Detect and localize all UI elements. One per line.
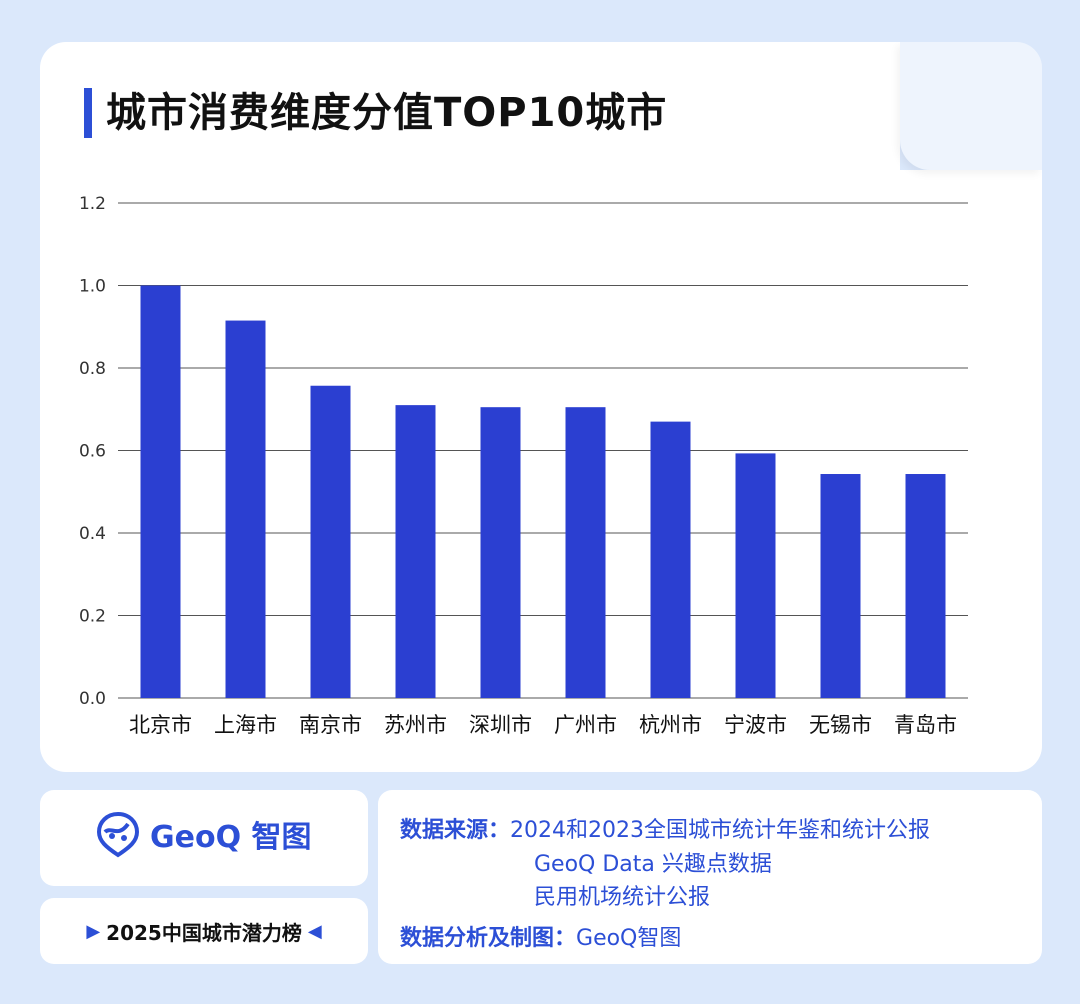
logo: GeoQ 智图 <box>94 810 312 858</box>
source-row: 数据来源：2024和2023全国城市统计年鉴和统计公报 <box>400 812 930 844</box>
bar <box>480 407 521 698</box>
triangle-left-icon: ◀ <box>307 920 322 942</box>
x-tick-label: 深圳市 <box>469 713 532 737</box>
y-tick-label: 0.4 <box>79 524 106 544</box>
chart-title: 城市消费维度分值TOP10城市 <box>106 90 668 136</box>
source-line: 2024和2023全国城市统计年鉴和统计公报 <box>510 818 930 843</box>
page-fold-flap <box>900 42 1042 170</box>
bar <box>395 405 436 698</box>
bar <box>735 453 776 698</box>
x-tick-label: 南京市 <box>299 713 362 737</box>
x-tick-label: 杭州市 <box>639 713 702 737</box>
y-tick-label: 0.8 <box>79 359 106 379</box>
x-tick-label: 北京市 <box>129 713 192 737</box>
y-tick-label: 0.2 <box>79 607 106 627</box>
analysis-row: 数据分析及制图：GeoQ智图 <box>400 920 681 952</box>
logo-text: GeoQ 智图 <box>150 820 312 855</box>
bar <box>905 474 946 698</box>
x-tick-label: 苏州市 <box>384 713 447 737</box>
y-tick-label: 1.0 <box>79 277 106 297</box>
x-tick-label: 广州市 <box>554 713 617 737</box>
ranking-title: 2025中国城市潜力榜 <box>106 920 302 945</box>
source-line: 民用机场统计公报 <box>534 885 711 910</box>
page-fold-corner <box>900 42 1042 170</box>
ranking-panel: ▶ 2025中国城市潜力榜 ◀ <box>40 898 368 964</box>
geoq-logo-icon <box>96 811 140 858</box>
bar <box>820 474 861 698</box>
bar <box>140 285 181 698</box>
title-accent-bar <box>84 88 92 138</box>
y-tick-label: 0.6 <box>79 442 106 462</box>
x-tick-label: 青岛市 <box>894 713 957 737</box>
bar-chart: 0.0 0.2 0.4 0.6 0.8 1.0 1.2 北京市 上海市 南京市 苏州市 深圳市 广州市杭… <box>79 194 968 737</box>
source-panel: 数据来源：2024和2023全国城市统计年鉴和统计公报 GeoQ Data 兴趣… <box>378 790 1042 964</box>
chart-card: 城市消费维度分值TOP10城市 0.0 0.2 0.4 0.6 0.8 1.0 1.2 北京市… <box>40 42 1042 772</box>
bar <box>310 385 351 698</box>
y-tick-label: 0.0 <box>79 689 106 709</box>
bar <box>650 421 691 698</box>
x-tick-label: 上海市 <box>214 713 277 737</box>
analysis-value: GeoQ智图 <box>576 926 682 951</box>
source-line: GeoQ Data 兴趣点数据 <box>534 852 772 877</box>
triangle-right-icon: ▶ <box>86 920 101 942</box>
bar <box>565 407 606 698</box>
logo-panel: GeoQ 智图 <box>40 790 368 886</box>
x-tick-label: 无锡市 <box>809 713 872 737</box>
x-tick-label: 宁波市 <box>724 713 787 737</box>
bar <box>225 320 266 698</box>
y-tick-label: 1.2 <box>79 194 106 214</box>
source-label: 数据来源： <box>400 818 511 843</box>
analysis-label: 数据分析及制图： <box>400 926 577 951</box>
